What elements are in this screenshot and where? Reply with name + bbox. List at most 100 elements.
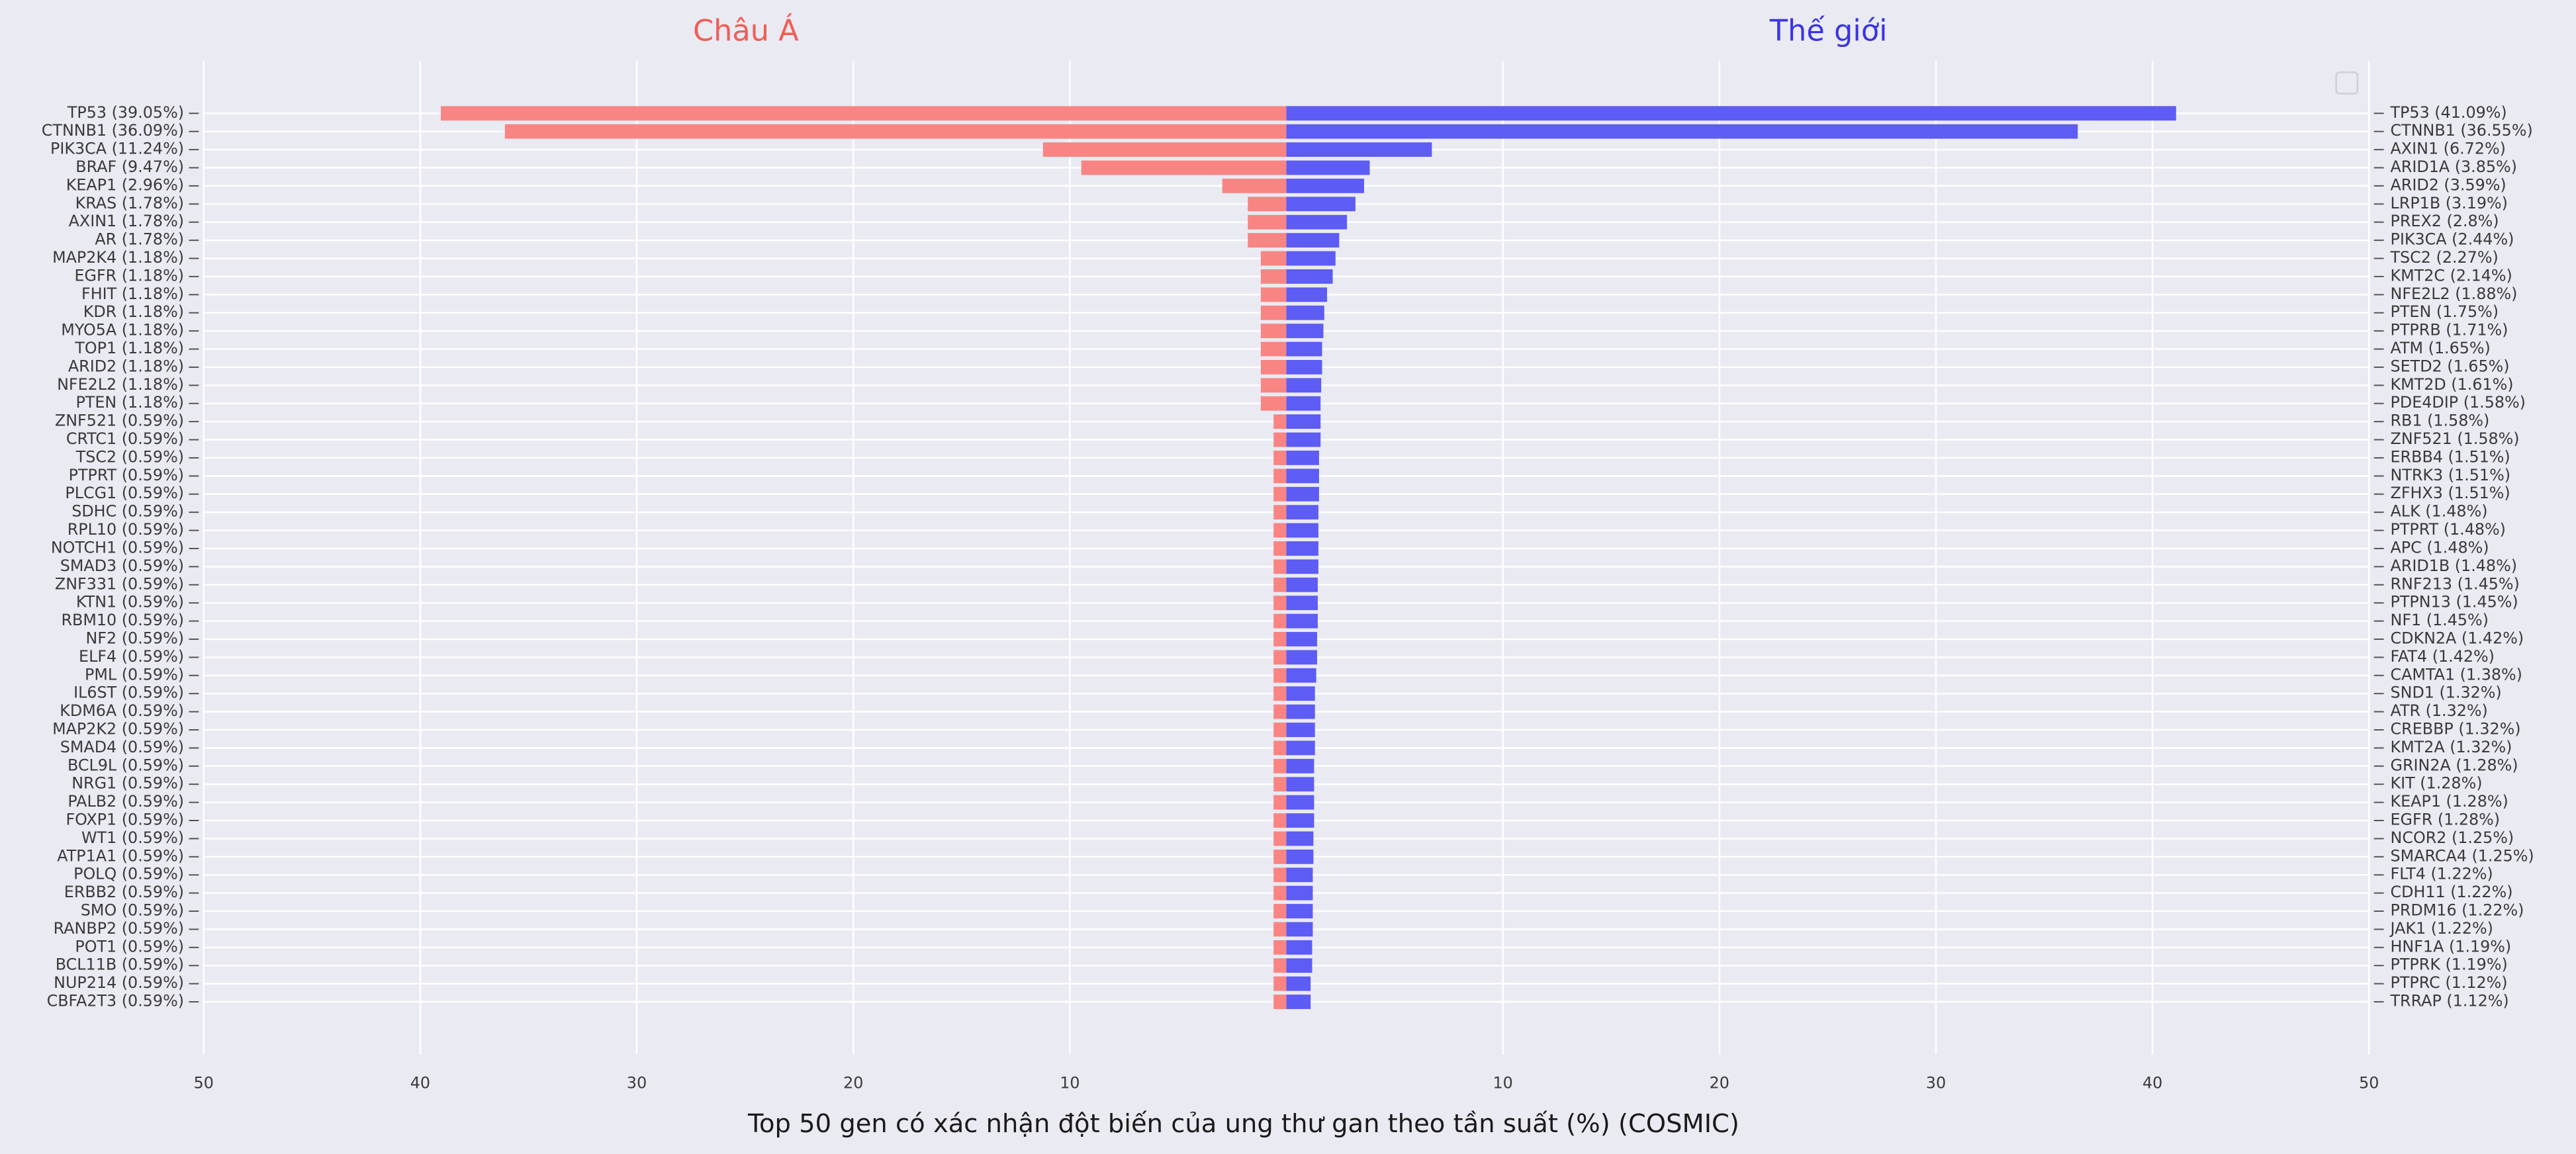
bar: [1286, 795, 1314, 810]
y-tick-label: GRIN2A (1.28%): [2391, 756, 2518, 774]
y-tick-label: KEAP1 (2.96%): [66, 175, 184, 194]
y-tick-label: RNF213 (1.45%): [2391, 574, 2520, 593]
bar: [1260, 287, 1287, 302]
bar: [1273, 668, 1287, 683]
y-tick-label: TP53 (41.09%): [2390, 103, 2507, 122]
bar: [1273, 958, 1287, 973]
bar: [1286, 451, 1319, 465]
y-tick-label: NCOR2 (1.25%): [2391, 828, 2514, 847]
bar: [1273, 777, 1287, 792]
y-tick-label: KDM6A (0.59%): [60, 701, 184, 720]
y-tick-label: RPL10 (0.59%): [68, 520, 184, 539]
bar: [1273, 468, 1287, 484]
y-tick-label: CTNNB1 (36.09%): [42, 121, 184, 140]
bar: [1286, 124, 2078, 139]
y-tick-label: TOP1 (1.18%): [74, 339, 184, 357]
marks: [441, 106, 2176, 1009]
bar: [1286, 885, 1313, 901]
y-tick-label: NTRK3 (1.51%): [2391, 466, 2510, 484]
y-tick-label: ARID1B (1.48%): [2391, 556, 2517, 575]
right-title: Thế giới: [1769, 14, 1888, 48]
bar: [1286, 468, 1319, 484]
x-tick-label: 20: [1710, 1074, 1729, 1092]
y-tick-label: NRG1 (0.59%): [71, 774, 184, 793]
bar: [1286, 523, 1318, 538]
bar: [1286, 577, 1318, 592]
y-tick-label: AR (1.78%): [95, 230, 184, 249]
bar: [1042, 142, 1287, 157]
bar: [1286, 197, 1356, 212]
y-tick-label: PTPRB (1.71%): [2391, 321, 2508, 339]
y-tick-label: ARID2 (1.18%): [68, 357, 184, 375]
bar: [1286, 324, 1324, 339]
bar: [1260, 341, 1287, 357]
x-tick-label: 20: [843, 1074, 863, 1092]
y-tick-label: TSC2 (0.59%): [75, 447, 184, 466]
y-tick-label: SMARCA4 (1.25%): [2391, 846, 2534, 865]
x-tick-label: 40: [410, 1074, 430, 1092]
bar: [1260, 324, 1287, 339]
bar: [1286, 777, 1314, 792]
bar: [1286, 922, 1313, 937]
bar: [1286, 632, 1317, 646]
bar: [1260, 378, 1287, 393]
bar: [1286, 668, 1316, 683]
y-tick-label: PIK3CA (2.44%): [2391, 230, 2514, 249]
bar: [1248, 214, 1287, 230]
y-tick-label: IL6ST (0.59%): [73, 684, 184, 702]
bar: [1286, 269, 1333, 284]
y-tick-label: CRTC1 (0.59%): [66, 429, 184, 448]
bar: [1286, 958, 1312, 973]
y-tick-label: NF2 (0.59%): [86, 629, 184, 647]
y-tick-label: ZNF331 (0.59%): [55, 574, 184, 593]
bar: [1273, 451, 1287, 465]
bar: [1273, 813, 1287, 828]
y-tick-label: KRAS (1.78%): [75, 194, 184, 212]
y-tick-label: BCL9L (0.59%): [68, 756, 184, 774]
bar: [1273, 940, 1287, 955]
bar: [1248, 197, 1287, 212]
bar: [1286, 486, 1319, 502]
y-tick-label: PML (0.59%): [85, 665, 184, 684]
y-tick-label: ERBB2 (0.59%): [64, 883, 184, 901]
bar: [1286, 813, 1314, 828]
y-tick-label: PTEN (1.75%): [2391, 302, 2499, 321]
bar: [441, 106, 1287, 121]
bar: [1273, 596, 1287, 611]
y-tick-label: PRDM16 (1.22%): [2391, 901, 2524, 920]
bar: [1286, 214, 1348, 230]
bar: [1081, 160, 1287, 175]
bar: [1286, 559, 1318, 574]
bar: [1286, 251, 1336, 266]
y-tick-label: FLT4 (1.22%): [2391, 865, 2493, 883]
bar: [1273, 613, 1287, 629]
y-tick-label: WT1 (0.59%): [81, 828, 184, 847]
y-tick-label: NF1 (1.45%): [2391, 611, 2489, 629]
y-tick-label: NFE2L2 (1.88%): [2391, 285, 2518, 303]
bar: [1286, 396, 1321, 411]
y-tick-label: LRP1B (3.19%): [2391, 194, 2508, 212]
y-tick-label: BCL11B (0.59%): [56, 955, 184, 974]
y-tick-label: PTPRT (0.59%): [69, 466, 184, 484]
y-tick-label: PTPRK (1.19%): [2391, 955, 2508, 974]
bar: [1286, 432, 1321, 447]
y-tick-label: SND1 (1.32%): [2391, 684, 2502, 702]
y-tick-label: KEAP1 (1.28%): [2391, 792, 2508, 811]
bar: [1248, 233, 1287, 248]
bar: [1273, 904, 1287, 918]
x-tick-label: 40: [2142, 1074, 2162, 1092]
bar: [1273, 723, 1287, 737]
bar: [1273, 523, 1287, 538]
y-tick-label: SMAD4 (0.59%): [60, 738, 184, 756]
bar: [1286, 704, 1315, 719]
y-tick-label: ZNF521 (0.59%): [55, 412, 184, 430]
bar: [1286, 686, 1315, 701]
y-tick-label: PLCG1 (0.59%): [65, 484, 184, 502]
y-tick-label: PDE4DIP (1.58%): [2391, 393, 2526, 412]
y-tick-label: PTPRT (1.48%): [2391, 520, 2506, 539]
y-tick-label: CBFA2T3 (0.59%): [47, 992, 184, 1010]
y-tick-label: RB1 (1.58%): [2391, 412, 2490, 430]
bar: [1286, 650, 1317, 665]
y-tick-label: ATR (1.32%): [2391, 701, 2488, 720]
